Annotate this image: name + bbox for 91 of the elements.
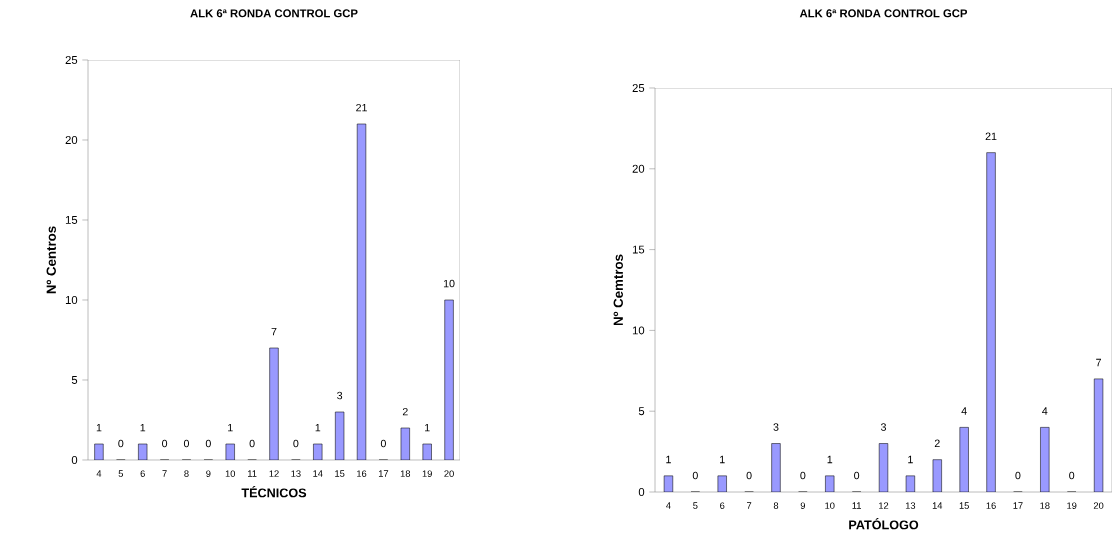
x-tick-label: 12 — [269, 470, 279, 477]
data-label: 0 — [380, 439, 386, 448]
data-label: 1 — [666, 455, 671, 464]
data-label: 7 — [271, 327, 277, 336]
x-tick-label: 5 — [693, 502, 698, 509]
data-label: 0 — [183, 439, 190, 448]
data-label: 1 — [827, 455, 833, 464]
data-label: 0 — [249, 439, 255, 448]
data-label: 0 — [800, 471, 806, 480]
x-tick-label: 4 — [666, 502, 671, 509]
data-label: 0 — [854, 471, 860, 480]
data-label: 2 — [402, 407, 408, 416]
x-tick-label: 8 — [184, 470, 189, 477]
y-tick-label: 10 — [632, 326, 645, 335]
x-tick-label: 16 — [986, 502, 996, 509]
y-tick-label: 0 — [71, 456, 78, 464]
data-label: 0 — [162, 439, 168, 448]
x-tick-label: 9 — [800, 502, 806, 509]
x-tick-label: 4 — [96, 470, 102, 477]
y-axis-title: Nº Centros — [46, 226, 56, 294]
bar — [444, 299, 454, 460]
data-label: 21 — [356, 103, 367, 112]
bar — [269, 347, 279, 460]
y-tick-label: 20 — [632, 164, 645, 173]
x-axis-title: PATÓLOGO — [849, 518, 919, 530]
chart-title: ALK 6ª RONDA CONTROL GCP — [799, 9, 968, 18]
x-tick-label: 9 — [206, 470, 211, 477]
data-label: 1 — [908, 455, 913, 464]
data-label: 3 — [337, 391, 343, 400]
x-tick-label: 13 — [291, 470, 301, 477]
x-tick-label: 8 — [773, 502, 779, 509]
data-label: 3 — [880, 423, 886, 431]
x-tick-label: 13 — [905, 502, 916, 509]
x-tick-label: 11 — [852, 502, 861, 509]
data-label: 1 — [315, 423, 321, 432]
data-label: 0 — [746, 471, 752, 480]
chart-title: ALK 6ª RONDA CONTROL GCP — [190, 9, 358, 18]
x-tick-label: 6 — [140, 470, 145, 477]
bar — [959, 427, 969, 492]
bar — [771, 443, 781, 492]
x-tick-label: 12 — [879, 502, 889, 509]
data-label: 2 — [934, 439, 940, 447]
y-tick-label: 25 — [65, 56, 78, 64]
y-tick-label: 15 — [632, 245, 645, 254]
x-tick-label: 17 — [378, 470, 389, 477]
data-label: 21 — [985, 132, 997, 140]
y-tick-label: 0 — [638, 488, 645, 496]
y-tick-label: 15 — [65, 216, 78, 224]
x-tick-label: 5 — [118, 470, 124, 477]
y-tick-label: 20 — [65, 136, 78, 144]
x-tick-label: 15 — [959, 502, 969, 509]
x-tick-label: 17 — [1013, 502, 1023, 509]
y-tick-label: 10 — [65, 296, 78, 304]
x-tick-label: 19 — [1067, 502, 1077, 509]
data-label: 0 — [293, 439, 299, 448]
x-tick-label: 7 — [162, 470, 167, 477]
data-label: 1 — [425, 423, 430, 432]
x-tick-label: 19 — [422, 470, 432, 477]
data-label: 7 — [1096, 358, 1101, 367]
data-label: 1 — [228, 423, 233, 432]
data-label: 1 — [96, 423, 102, 432]
data-label: 10 — [443, 279, 455, 288]
x-tick-label: 15 — [335, 470, 345, 477]
x-tick-label: 14 — [932, 502, 943, 509]
x-tick-label: 6 — [720, 502, 725, 509]
data-label: 4 — [961, 407, 967, 415]
data-label: 4 — [1042, 407, 1048, 415]
x-tick-label: 10 — [225, 470, 236, 477]
x-tick-label: 20 — [1093, 502, 1104, 509]
x-axis-title: TÉCNICOS — [241, 486, 307, 498]
y-tick-label: 5 — [638, 407, 645, 416]
y-tick-label: 25 — [632, 84, 645, 92]
x-tick-label: 14 — [313, 470, 323, 477]
data-label: 1 — [720, 455, 725, 464]
data-label: 0 — [1069, 471, 1075, 480]
y-tick-label: 5 — [71, 376, 78, 384]
data-label: 3 — [773, 423, 779, 431]
data-label: 1 — [140, 423, 146, 432]
data-label: 0 — [692, 471, 698, 480]
data-label: 0 — [1015, 471, 1021, 480]
bar — [986, 152, 996, 492]
data-label: 0 — [118, 439, 124, 448]
data-label: 0 — [205, 439, 211, 448]
y-axis-title: Nº Cemtros — [613, 254, 623, 326]
x-tick-label: 20 — [444, 470, 454, 477]
x-tick-label: 11 — [248, 470, 257, 477]
x-tick-label: 7 — [746, 502, 752, 509]
x-tick-label: 18 — [400, 470, 411, 477]
x-tick-label: 18 — [1040, 502, 1050, 509]
x-tick-label: 16 — [357, 470, 367, 477]
x-tick-label: 10 — [825, 502, 835, 509]
